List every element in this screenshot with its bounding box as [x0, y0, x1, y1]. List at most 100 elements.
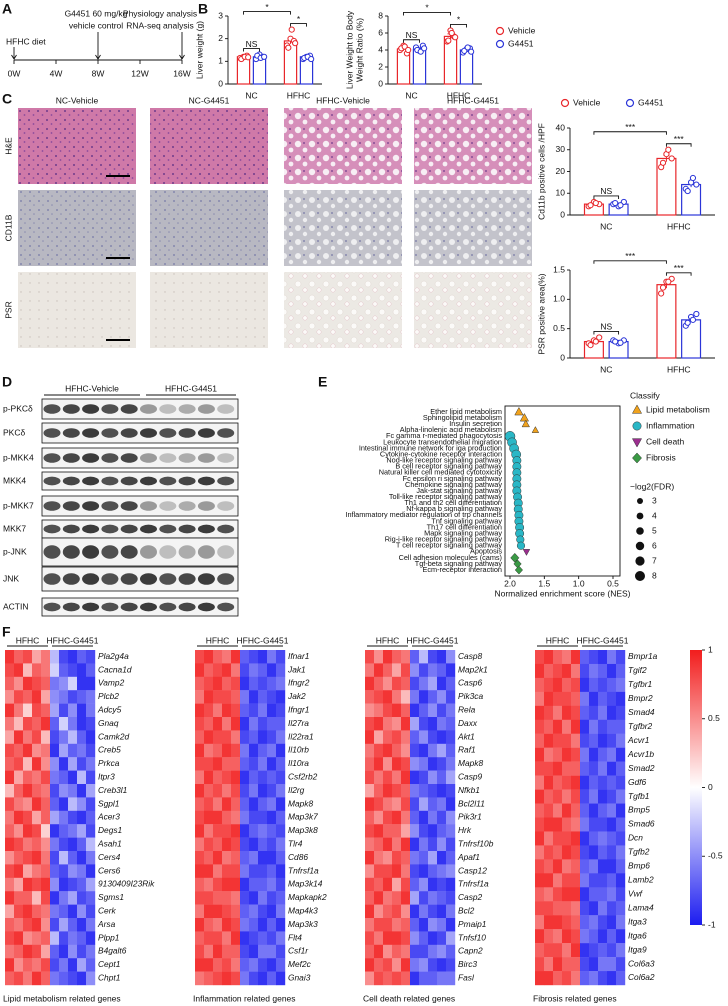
stain-label: PSR: [3, 301, 13, 318]
x-tick-label: HFHC: [667, 364, 691, 374]
gene-label: Itpr3: [98, 772, 115, 782]
blot-band: [101, 476, 119, 486]
blot-band: [197, 476, 215, 486]
heatmap-cell: [616, 901, 626, 916]
data-point: [587, 202, 594, 209]
legend-label: Cell death: [646, 436, 685, 446]
heatmap-cell: [616, 789, 626, 804]
data-point: [587, 341, 594, 349]
gene-label: Acvr1b: [627, 749, 654, 759]
heatmap-cell: [231, 717, 241, 731]
heatmap-cell: [213, 971, 223, 986]
heatmap-cell: [14, 944, 24, 959]
blot-band: [197, 524, 215, 534]
heatmap-cell: [258, 971, 268, 986]
heatmap-cell: [258, 810, 268, 825]
heatmap-cell: [571, 929, 581, 944]
heatmap-cell: [68, 918, 78, 932]
y-axis-label: Liver Weight to Body: [344, 10, 354, 89]
heatmap-cell: [446, 650, 456, 664]
heatmap-cell: [5, 730, 15, 744]
heatmap-cell: [616, 957, 626, 972]
gene-label: Plcb2: [98, 691, 119, 701]
blot-band: [101, 602, 119, 612]
gene-label: Map3k14: [288, 879, 323, 889]
heatmap-cell: [544, 789, 554, 804]
heatmap-cell: [213, 784, 223, 798]
heatmap-cell: [86, 797, 96, 811]
heatmap-cell: [23, 864, 33, 878]
heatmap-cell: [589, 831, 599, 846]
heatmap-cell: [553, 943, 563, 958]
heatmap-cell: [607, 775, 617, 790]
heatmap-cell: [428, 703, 438, 718]
gene-label: Col6a3: [628, 958, 655, 968]
heatmap-cell: [616, 719, 626, 734]
heatmap-cell: [616, 929, 626, 944]
heatmap-cell: [276, 797, 286, 811]
legend-title: Classify: [630, 390, 661, 400]
heatmap-cell: [598, 929, 608, 944]
gene-label: Bmpr2: [628, 693, 653, 703]
heatmap-cell: [86, 650, 96, 664]
blot-band: [140, 545, 157, 559]
micrograph: [284, 272, 402, 348]
heatmap-cell: [222, 650, 232, 664]
blot-band: [62, 545, 80, 559]
heatmap-cell: [195, 864, 205, 878]
heatmap-cell: [374, 851, 384, 865]
significance-bracket: [243, 11, 291, 15]
heatmap-cell: [231, 851, 241, 865]
heatmap-cell: [535, 915, 545, 930]
heatmap-cell: [562, 803, 572, 818]
heatmap-cell: [50, 944, 60, 959]
gene-label: Il10ra: [288, 758, 309, 768]
gene-label: Cers6: [98, 865, 121, 875]
micrograph: [150, 272, 268, 348]
data-point: [612, 199, 619, 207]
heatmap-cell: [195, 810, 205, 825]
heatmap-cell: [204, 837, 214, 852]
heatmap-cell: [553, 705, 563, 720]
heatmap-cell: [580, 761, 590, 776]
heatmap-cell: [14, 864, 24, 878]
heatmap-cell: [446, 810, 456, 825]
heatmap-cell: [59, 770, 69, 785]
heatmap-cell: [213, 650, 223, 664]
heatmap-cell: [23, 650, 33, 664]
gene-label: Tlr4: [288, 839, 303, 849]
heatmap-cell: [580, 789, 590, 804]
heatmap-cell: [410, 743, 420, 758]
heatmap-cell: [50, 810, 60, 825]
heatmap-cell: [213, 676, 223, 691]
pathway-label: Th17 cell differentiation: [427, 522, 502, 531]
heatmap-cell: [535, 761, 545, 776]
pathway-label: T cell receptor signaling pathway: [396, 541, 502, 550]
heatmap-cell: [258, 757, 268, 771]
heatmap-cell: [23, 703, 33, 718]
heatmap-cell: [607, 747, 617, 762]
blot-band: [178, 476, 196, 486]
heatmap-cell: [535, 775, 545, 790]
heatmap-cell: [258, 851, 268, 865]
stain-label: CD11B: [3, 214, 13, 241]
heatmap-cell: [276, 958, 286, 972]
heatmap-cell: [392, 958, 402, 972]
heatmap-cell: [446, 877, 456, 892]
heatmap-cell: [607, 971, 617, 986]
heatmap-cell: [544, 761, 554, 776]
blot-band: [120, 573, 138, 585]
heatmap-cell: [580, 803, 590, 818]
heatmap-cell: [598, 677, 608, 693]
heatmap-cell: [276, 703, 286, 718]
heatmap-cell: [68, 770, 78, 785]
heatmap-cell: [374, 690, 384, 704]
blot-band: [140, 501, 157, 511]
heatmap-cell: [365, 891, 375, 905]
blot-box: [41, 398, 239, 420]
heatmap-cell: [68, 797, 78, 811]
heatmap-cell: [607, 677, 617, 693]
arrow-head: [95, 54, 101, 60]
heatmap-cell: [410, 971, 420, 986]
heatmap-cell: [231, 810, 241, 825]
